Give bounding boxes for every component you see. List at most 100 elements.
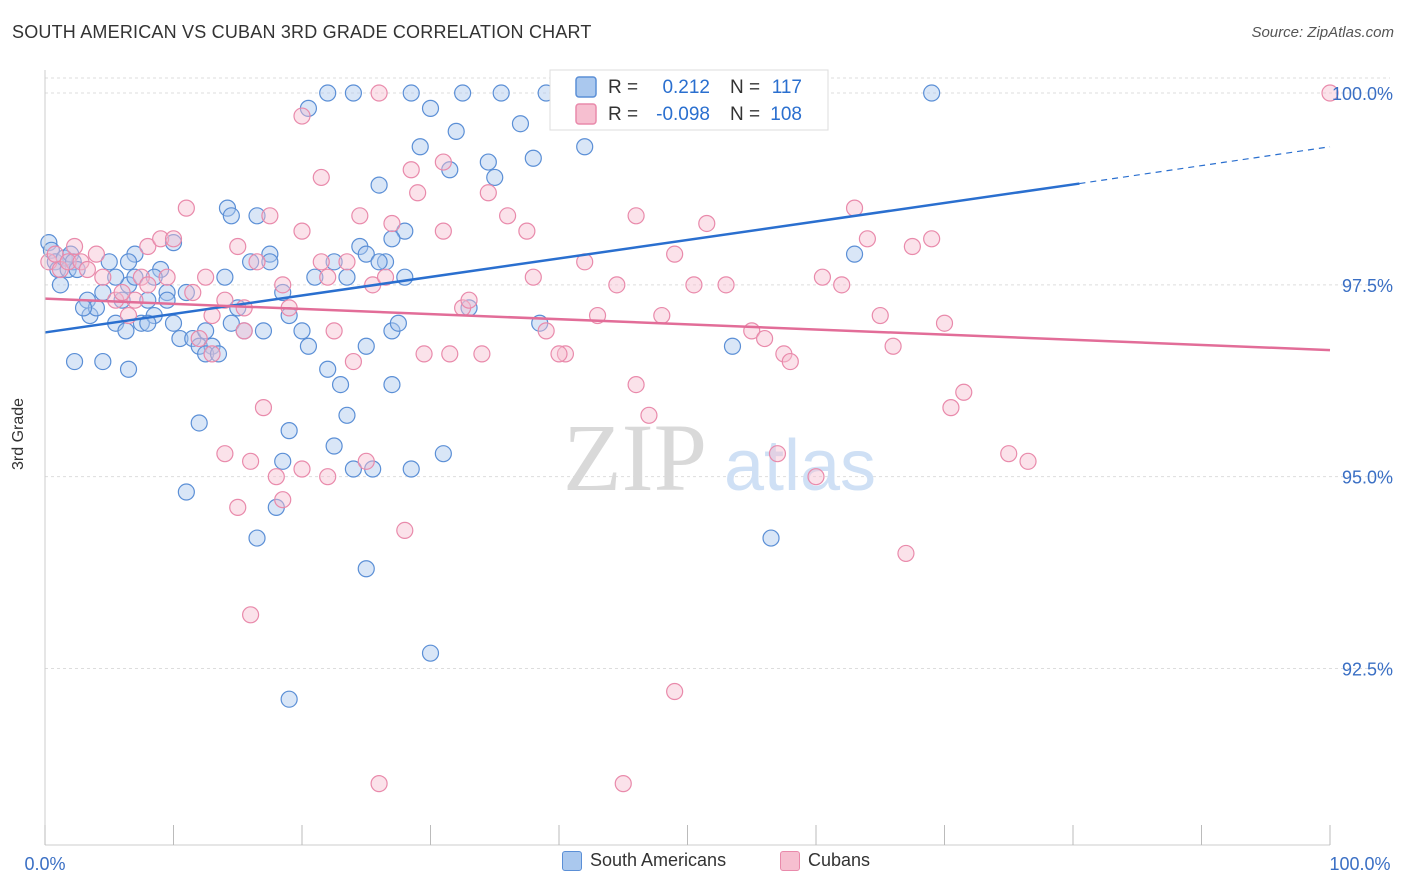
cubans-point <box>858 230 877 248</box>
south-americans-point <box>248 529 266 547</box>
cubans-point <box>229 237 247 256</box>
watermark-atlas: atlas <box>724 426 876 506</box>
south-americans-point <box>177 483 195 501</box>
cubans-point <box>78 260 97 279</box>
cubans-point <box>768 445 787 463</box>
cubans-point <box>158 268 176 286</box>
watermark-zip: ZIP <box>563 404 707 511</box>
south-americans-point <box>344 460 362 478</box>
cubans-point <box>845 199 864 217</box>
south-americans-point <box>396 268 414 286</box>
cubans-point <box>955 383 973 401</box>
cubans-point <box>383 214 401 233</box>
south-americans-point <box>306 268 324 286</box>
cubans-point <box>833 276 851 294</box>
cubans-point <box>1019 452 1037 470</box>
legend-n-value: 108 <box>770 104 802 125</box>
south-americans-point <box>447 122 465 140</box>
south-americans-point <box>222 207 240 225</box>
bottom-legend-swatch-blue <box>562 850 582 871</box>
cubans-point <box>274 276 292 294</box>
cubans-point <box>653 306 671 325</box>
cubans-point <box>608 276 626 294</box>
cubans-point <box>627 376 645 394</box>
y-tick-label: 97.5% <box>1342 276 1393 296</box>
cubans-point <box>550 345 568 363</box>
south-americans-point <box>94 352 112 371</box>
cubans-point <box>59 253 77 271</box>
cubans-point <box>46 245 64 263</box>
south-americans-point <box>370 176 388 194</box>
south-americans-point <box>242 253 260 271</box>
cubans-point <box>499 207 517 225</box>
cubans-point <box>267 468 285 486</box>
south-americans-point <box>319 84 337 102</box>
south-americans-point <box>171 329 189 348</box>
cubans-point <box>402 161 420 179</box>
cubans-point <box>344 352 362 371</box>
south-americans-point <box>74 299 93 317</box>
cubans-point <box>190 329 208 348</box>
cubans-point <box>441 345 459 363</box>
south-americans-point <box>254 322 273 340</box>
cubans-point <box>897 544 915 563</box>
cubans-point <box>139 237 157 256</box>
cubans-point <box>197 268 215 286</box>
south-americans-point <box>576 138 594 156</box>
legend-r-label: R = <box>608 77 638 98</box>
south-americans-point <box>280 690 298 708</box>
x-tick-label: 0.0% <box>24 854 65 874</box>
cubans-trend-line <box>44 297 1331 352</box>
south-americans-point <box>923 84 941 102</box>
cubans-point <box>556 345 575 363</box>
y-tick-label: 92.5% <box>1342 660 1393 680</box>
cubans-point <box>312 168 330 187</box>
cubans-point <box>627 207 645 225</box>
south-americans-point <box>723 337 742 355</box>
cubans-point <box>293 460 311 478</box>
cubans-point <box>434 153 452 171</box>
cubans-point <box>524 268 542 286</box>
south-americans-point <box>479 153 497 171</box>
cubans-point <box>203 345 221 363</box>
south-americans-trend-line <box>44 182 1080 334</box>
south-americans-point <box>325 253 343 271</box>
grid-lines <box>45 77 1390 670</box>
south-americans-point <box>486 168 504 187</box>
south-americans-point <box>325 437 343 455</box>
x-tick-label: 100.0% <box>1329 854 1390 874</box>
south-americans-point <box>421 644 440 662</box>
cubans-point <box>666 245 684 263</box>
south-americans-point <box>65 352 84 371</box>
south-americans-point <box>762 529 780 547</box>
south-americans-point <box>222 314 240 332</box>
cubans-point <box>903 237 921 256</box>
south-americans-point <box>216 268 234 286</box>
cubans-point <box>370 775 388 793</box>
south-americans-point <box>119 253 138 271</box>
south-americans-point <box>338 406 356 424</box>
cubans-point <box>923 230 941 248</box>
cubans-point <box>113 283 131 302</box>
legend: R = 0.212 N = 117 R = -0.098 N = 108 <box>549 69 829 131</box>
cubans-point <box>640 406 658 424</box>
south-americans-point <box>319 360 337 378</box>
south-americans-point <box>492 84 510 102</box>
cubans-point <box>1000 445 1018 463</box>
bottom-legend-item-cubans: Cubans <box>780 850 870 871</box>
cubans-point <box>312 253 330 271</box>
cubans-point <box>698 214 716 233</box>
cubans-point <box>685 276 703 294</box>
y-tick-label: 100.0% <box>1332 84 1393 104</box>
cubans-point <box>177 199 195 217</box>
south-americans-point <box>376 253 395 271</box>
cubans-point <box>274 491 292 509</box>
south-americans-point <box>274 452 292 470</box>
south-americans-point <box>139 291 157 309</box>
south-americans-point <box>389 314 407 332</box>
south-americans-point <box>164 234 183 252</box>
cubans-point <box>351 207 369 225</box>
cubans-point <box>434 222 452 240</box>
south-americans-point <box>100 253 118 271</box>
